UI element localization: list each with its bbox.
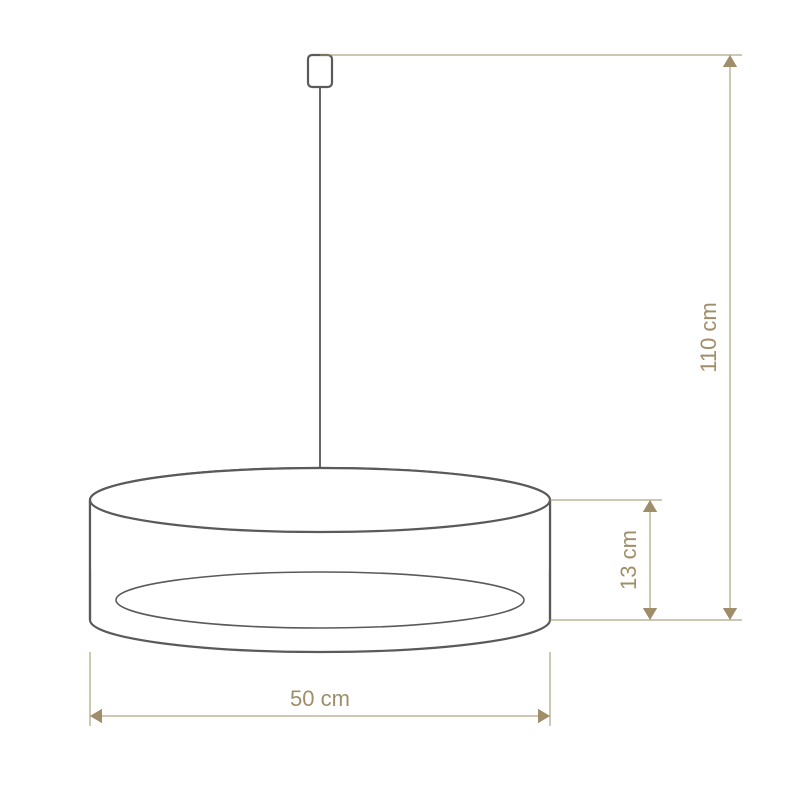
- dimension-shade-height-label: 13 cm: [616, 530, 641, 590]
- dimension-total-height-label: 110 cm: [696, 302, 721, 373]
- dimension-width-label: 50 cm: [290, 686, 350, 711]
- dimension-shade-height: 13 cm: [550, 500, 662, 620]
- lamp-shade: [90, 468, 550, 652]
- lamp-dimension-diagram: 50 cm 110 cm 13 cm: [0, 0, 800, 800]
- dimension-width: 50 cm: [90, 652, 550, 726]
- ceiling-cap: [308, 55, 332, 87]
